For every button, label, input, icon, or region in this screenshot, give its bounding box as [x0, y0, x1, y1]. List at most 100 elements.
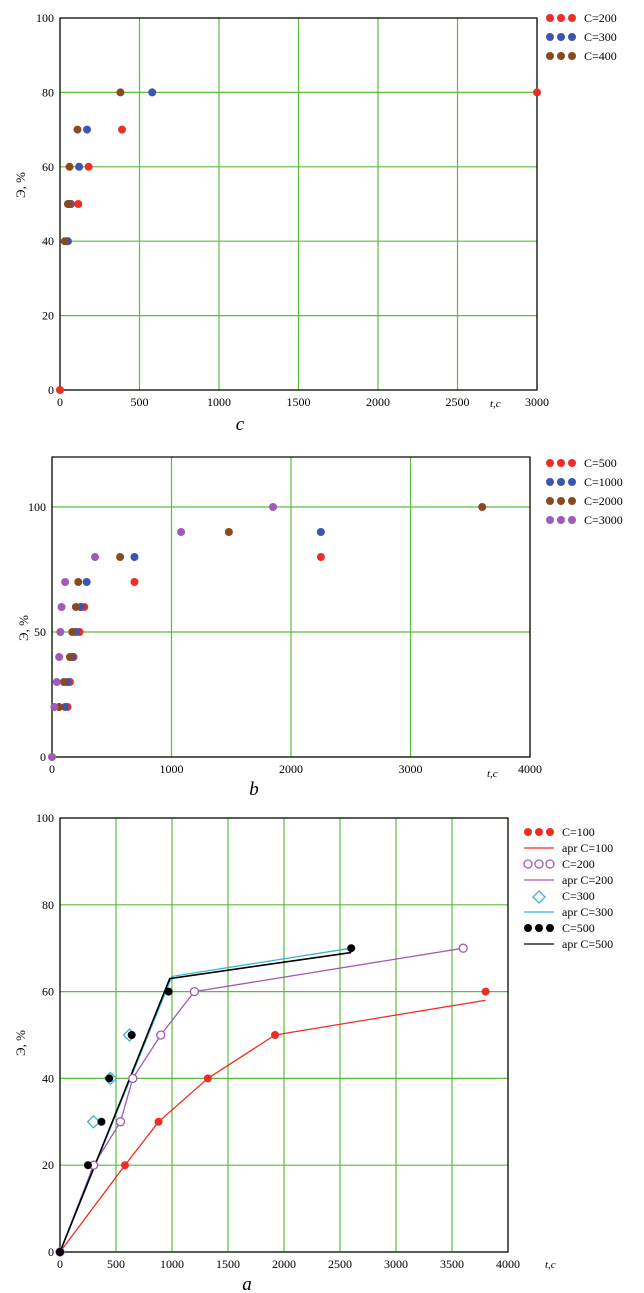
data-point: [86, 1114, 101, 1129]
legend-marker: [546, 924, 554, 932]
legend-label: C=1000: [584, 475, 623, 489]
x-tick-label: 1500: [216, 1257, 240, 1271]
legend-label: apr C=100: [562, 841, 613, 855]
x-tick-label: 2000: [366, 395, 390, 409]
data-point: [60, 237, 69, 246]
panel-caption: b: [249, 779, 259, 800]
plot-frame: [51, 456, 531, 758]
legend-marker: [568, 478, 576, 486]
legend-marker: [568, 459, 576, 467]
legend-marker: [546, 516, 554, 524]
y-tick-label: 80: [42, 898, 54, 912]
data-point: [269, 503, 278, 511]
legend-marker: [546, 828, 554, 836]
legend-marker: [557, 459, 565, 467]
legend-label: C=100: [562, 825, 595, 839]
chart-panel-a: 0 500 1000 1500 2000 2500 3000 3500 4000 0 20 40 60 8…: [13, 811, 613, 1293]
legend-marker: [546, 14, 554, 22]
data-point: [91, 553, 100, 561]
y-tick-label: 100: [36, 11, 54, 25]
legend-marker: [557, 14, 565, 22]
legend: C=200 C=300 C=400: [546, 11, 617, 63]
chart-panel-b: 0 1000 2000 3000 4000 0 50 100 Э, % t,c b C=500 C=10…: [16, 456, 623, 800]
legend-marker: [532, 890, 546, 904]
data-point: [271, 1031, 280, 1039]
y-tick-label: 100: [36, 811, 54, 825]
data-point: [118, 125, 127, 134]
data-point: [74, 578, 83, 586]
x-tick-label: 0: [49, 762, 55, 776]
legend-label: C=500: [562, 921, 595, 935]
chart-panel-c: 0 500 1000 1500 2000 2500 3000 0 20 40 60 80 100 Э, %…: [13, 11, 617, 435]
x-tick-label: 3500: [440, 1257, 464, 1271]
x-tick-label: 2000: [279, 762, 303, 776]
legend-marker: [568, 14, 576, 22]
series-C-400: [60, 88, 125, 246]
series-C-2000: [55, 503, 487, 711]
legend-marker: [523, 859, 533, 869]
legend-marker: [534, 859, 544, 869]
data-point: [105, 1074, 114, 1083]
data-point: [316, 553, 325, 561]
x-tick-label: 3000: [384, 1257, 408, 1271]
data-point: [156, 1030, 166, 1040]
x-tick-label: 500: [107, 1257, 125, 1271]
data-point: [74, 200, 83, 208]
x-axis-unit: t,c: [490, 398, 501, 410]
data-point: [61, 578, 70, 586]
legend-label: C=200: [562, 857, 595, 871]
legend-label: C=3000: [584, 513, 623, 527]
y-axis-label: Э, %: [13, 172, 28, 198]
data-point: [97, 1117, 106, 1126]
data-point: [177, 528, 186, 536]
data-point: [71, 603, 80, 611]
y-tick-label: 40: [42, 234, 54, 248]
y-tick-label: 0: [48, 383, 54, 397]
data-point: [116, 88, 125, 97]
data-point: [130, 578, 139, 586]
legend-marker: [535, 924, 543, 932]
legend-label: C=300: [562, 889, 595, 903]
data-point: [52, 678, 61, 686]
data-point: [65, 653, 74, 661]
data-point: [84, 1161, 92, 1170]
x-tick-label: 1000: [207, 395, 231, 409]
y-tick-label: 20: [42, 309, 54, 323]
legend-marker: [546, 497, 554, 505]
data-point: [164, 987, 173, 996]
data-point: [68, 628, 77, 636]
x-tick-label: 1000: [160, 762, 184, 776]
legend-marker: [568, 497, 576, 505]
legend-marker: [546, 33, 554, 41]
legend-marker: [546, 478, 554, 486]
x-tick-label: 4000: [496, 1257, 520, 1271]
x-tick-label: 2500: [446, 395, 470, 409]
series-C-200: [55, 943, 468, 1257]
data-point: [75, 162, 84, 171]
data-point: [84, 162, 93, 171]
series-line-apr-C-300: [59, 947, 352, 1253]
x-axis-unit: t,c: [545, 1259, 556, 1271]
legend-marker: [568, 52, 576, 60]
legend-marker: [557, 478, 565, 486]
x-tick-label: 2500: [328, 1257, 352, 1271]
y-tick-label: 100: [28, 500, 46, 514]
panel-caption: c: [236, 414, 245, 435]
legend-marker: [557, 497, 565, 505]
data-point: [347, 944, 356, 953]
data-point: [57, 603, 66, 611]
x-tick-label: 500: [131, 395, 149, 409]
data-point: [458, 943, 468, 953]
legend-marker: [524, 828, 532, 836]
data-point: [203, 1074, 212, 1083]
data-point: [115, 1117, 126, 1127]
grid-lines: [59, 17, 538, 391]
x-axis-unit: t,c: [487, 768, 498, 780]
legend: C=500 C=1000 C=2000 C=3000: [546, 456, 623, 527]
legend-label: C=500: [584, 456, 617, 470]
data-point: [130, 553, 139, 561]
legend-marker: [546, 52, 554, 60]
data-point: [120, 1161, 129, 1170]
data-point: [148, 88, 157, 97]
